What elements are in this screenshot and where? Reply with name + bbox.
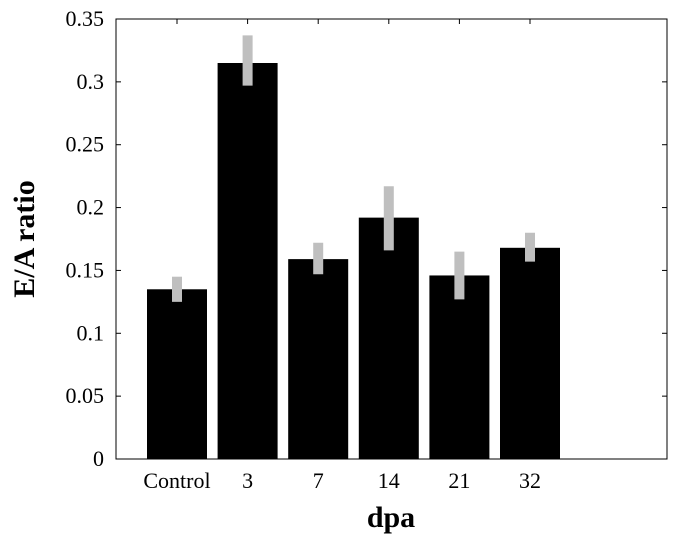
error-bars-group <box>172 35 535 302</box>
x-tick-label: 14 <box>378 468 400 493</box>
x-axis-ticks: Control 3 7 14 21 32 <box>143 19 541 493</box>
y-tick-label: 0.25 <box>66 132 105 157</box>
bars-group <box>147 63 560 459</box>
y-tick-label: 0.1 <box>77 320 105 345</box>
x-tick-label: Control <box>143 468 210 493</box>
x-tick-label: 32 <box>519 468 541 493</box>
x-axis-label: dpa <box>367 501 415 534</box>
y-tick-label: 0 <box>93 446 104 471</box>
bar-14 <box>358 217 419 459</box>
y-tick-label: 0.35 <box>66 6 105 31</box>
x-tick-label: 7 <box>313 468 324 493</box>
y-tick-label: 0.3 <box>77 69 105 94</box>
x-tick-label: 3 <box>242 468 253 493</box>
y-axis-label: E/A ratio <box>8 180 41 298</box>
bar-3 <box>217 63 278 459</box>
y-tick-label: 0.2 <box>77 195 105 220</box>
y-tick-label: 0.05 <box>66 383 105 408</box>
y-tick-label: 0.15 <box>66 257 105 282</box>
x-tick-label: 21 <box>448 468 470 493</box>
bar-7 <box>288 259 349 459</box>
bar-21 <box>429 275 490 459</box>
y-axis-ticks: 0 0.05 0.1 0.15 0.2 0.25 0.3 0.35 <box>66 6 667 471</box>
bar-32 <box>500 247 560 459</box>
bar-control <box>147 289 207 459</box>
